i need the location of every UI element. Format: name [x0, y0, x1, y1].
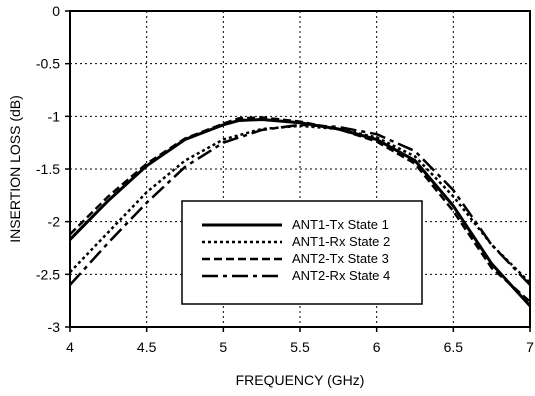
y-axis-title: INSERTION LOSS (dB)	[7, 95, 23, 243]
x-tick-label: 4.5	[137, 339, 157, 355]
series-layer	[68, 116, 532, 307]
x-tick-label: 5.5	[290, 339, 310, 355]
x-axis-title: FREQUENCY (GHz)	[236, 372, 365, 388]
legend-label-3: ANT2-Tx State 3	[292, 251, 389, 266]
series-line-4	[69, 123, 531, 286]
y-tick-label: -3	[48, 319, 61, 335]
y-tick-label: -1.5	[36, 161, 60, 177]
x-tick-label: 7	[526, 339, 534, 355]
legend-box	[181, 200, 423, 305]
legend-label-2: ANT1-Rx State 2	[292, 234, 390, 249]
legend: ANT1-Tx State 1 ANT1-Rx State 2 ANT2-Tx St…	[181, 200, 423, 305]
x-tick-label: 6	[373, 339, 381, 355]
x-tick-label: 4	[66, 339, 74, 355]
y-tick-label: 0	[52, 3, 60, 19]
x-tick-label: 6.5	[444, 339, 464, 355]
y-tick-label: -2	[48, 214, 61, 230]
tick-labels: 4 4.5 5 5.5 6 6.5 7 0 -0.5 -1 -1.5 -2 -2.5 -3	[36, 3, 534, 355]
series-line-1	[68, 118, 532, 307]
x-tick-label: 5	[219, 339, 227, 355]
y-tick-label: -0.5	[36, 56, 60, 72]
legend-label-4: ANT2-Rx State 4	[292, 268, 390, 283]
series-line-3	[69, 116, 531, 303]
legend-label-1: ANT1-Tx State 1	[292, 217, 389, 232]
y-tick-label: -1	[48, 108, 61, 124]
series-line-2	[69, 124, 531, 284]
y-tick-label: -2.5	[36, 266, 60, 282]
